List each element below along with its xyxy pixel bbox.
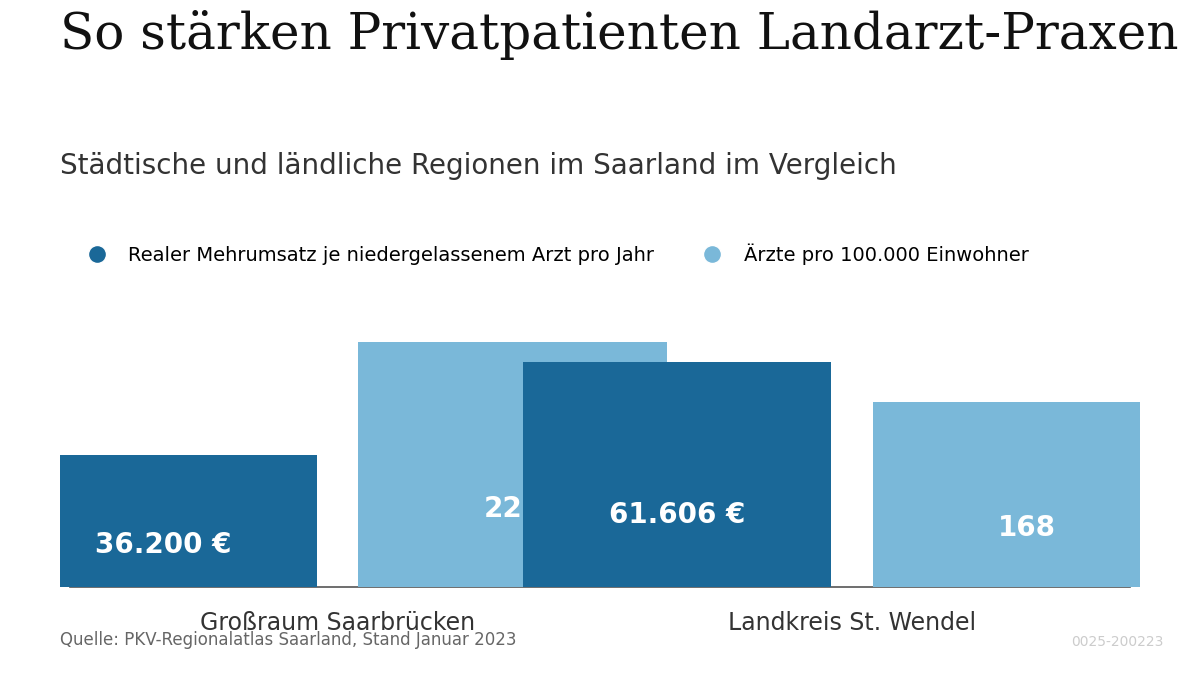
Text: 36.200 €: 36.200 € xyxy=(95,531,232,559)
Text: 61.606 €: 61.606 € xyxy=(608,501,745,529)
Text: So stärken Privatpatienten Landarzt-Praxen: So stärken Privatpatienten Landarzt-Prax… xyxy=(60,10,1178,60)
Text: 223: 223 xyxy=(484,495,541,522)
Bar xyxy=(872,402,1181,587)
Text: Quelle: PKV-Regionalatlas Saarland, Stand Januar 2023: Quelle: PKV-Regionalatlas Saarland, Stan… xyxy=(60,631,516,649)
Text: Städtische und ländliche Regionen im Saarland im Vergleich: Städtische und ländliche Regionen im Saa… xyxy=(60,152,896,180)
Text: Großraum Saarbrücken: Großraum Saarbrücken xyxy=(200,612,475,635)
Bar xyxy=(8,455,317,587)
Bar xyxy=(523,362,832,587)
Bar xyxy=(359,342,667,587)
Legend: Realer Mehrumsatz je niedergelassenem Arzt pro Jahr, Ärzte pro 100.000 Einwohner: Realer Mehrumsatz je niedergelassenem Ar… xyxy=(70,236,1036,273)
Text: 0025-200223: 0025-200223 xyxy=(1072,635,1164,649)
Text: 168: 168 xyxy=(998,514,1056,542)
Text: Landkreis St. Wendel: Landkreis St. Wendel xyxy=(728,612,976,635)
